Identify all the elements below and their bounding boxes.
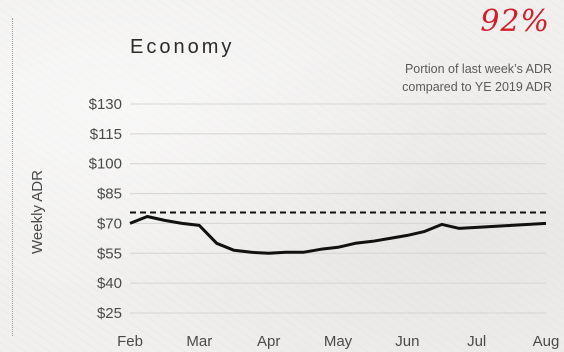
x-tick-label: Feb bbox=[117, 333, 143, 350]
y-tick-label: $85 bbox=[97, 186, 122, 203]
y-tick-label: $70 bbox=[97, 215, 122, 232]
x-tick-label: Jul bbox=[467, 333, 486, 350]
y-tick-label: $130 bbox=[89, 96, 122, 113]
adr-percentage: 92% bbox=[480, 4, 550, 39]
x-tick-label: May bbox=[324, 333, 353, 350]
y-tick-label: $55 bbox=[97, 245, 122, 262]
x-tick-label: Apr bbox=[257, 333, 280, 350]
x-tick-label: Mar bbox=[186, 333, 212, 350]
x-tick-label: Jun bbox=[395, 333, 419, 350]
y-axis-label: Weekly ADR bbox=[29, 170, 46, 254]
y-tick-label: $115 bbox=[90, 126, 122, 143]
x-axis-ticks: Feb Mar Apr May Jun Jul Aug bbox=[117, 333, 559, 350]
stat-caption: Portion of last week’s ADR compared to Y… bbox=[332, 60, 552, 96]
chart-title: Economy bbox=[130, 36, 235, 58]
x-tick-label: Aug bbox=[533, 333, 560, 350]
y-tick-label: $100 bbox=[89, 156, 122, 173]
y-axis-ticks: $25 $40 $55 $70 $85 $100 $115 $130 bbox=[89, 96, 122, 322]
y-tick-label: $25 bbox=[97, 305, 122, 322]
y-tick-label: $40 bbox=[97, 275, 122, 292]
divider-line bbox=[12, 18, 13, 336]
stat-caption-line-1: Portion of last week’s ADR bbox=[404, 62, 552, 76]
weekly-adr-line bbox=[129, 215, 547, 255]
stat-caption-line-2: compared to YE 2019 ADR bbox=[402, 80, 552, 94]
grid-lines bbox=[130, 103, 546, 314]
series-group bbox=[129, 211, 547, 255]
